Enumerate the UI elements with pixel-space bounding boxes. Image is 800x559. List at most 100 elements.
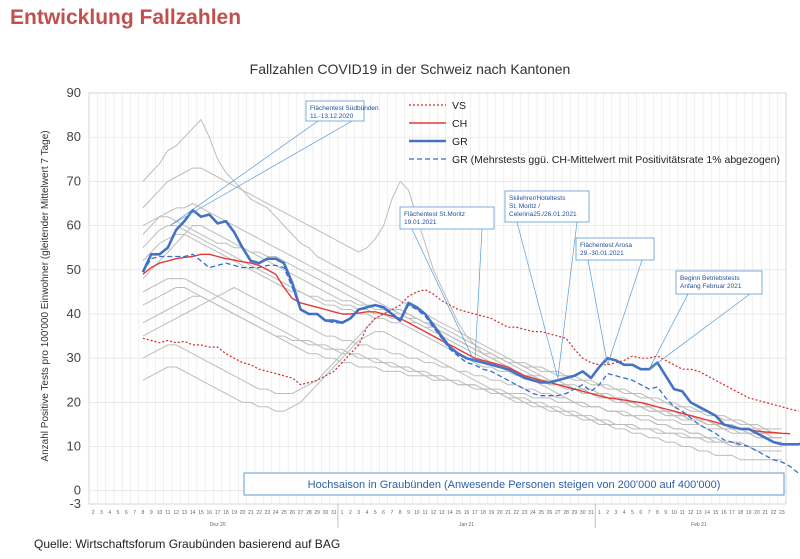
- y-tick-label: 30: [67, 350, 81, 365]
- x-tick-label: 23: [522, 510, 528, 516]
- x-tick-label: 9: [150, 510, 153, 516]
- plot-border: [88, 92, 787, 505]
- callout-pointer: [169, 120, 353, 226]
- x-tick-label: 24: [530, 510, 536, 516]
- x-tick-label: 28: [306, 510, 312, 516]
- x-tick-label: 18: [223, 510, 229, 516]
- callout-pointer: [648, 293, 751, 370]
- legend-label: CH: [452, 118, 467, 130]
- callout-text: St. Moritz /: [509, 203, 540, 210]
- x-tick-label: 7: [390, 510, 393, 516]
- x-tick-label: 30: [580, 510, 586, 516]
- x-tick-label: 11: [165, 510, 170, 516]
- month-label: Feb 21: [691, 522, 707, 528]
- x-tick-label: 25: [281, 510, 287, 516]
- callout-pointer: [169, 120, 319, 226]
- x-tick-label: 14: [447, 510, 453, 516]
- x-tick-label: 24: [273, 510, 279, 516]
- x-tick-label: 25: [538, 510, 544, 516]
- x-tick-label: 16: [207, 510, 213, 516]
- series-line-ch: [142, 253, 791, 435]
- callout-text: Flächentest Arosa: [580, 242, 632, 249]
- x-tick-label: 6: [639, 510, 642, 516]
- x-tick-label: 12: [431, 510, 437, 516]
- series-lines: [141, 119, 800, 475]
- slide-title: Entwicklung Fallzahlen: [10, 6, 242, 29]
- x-tick-label: 20: [754, 510, 760, 516]
- y-tick-label: 70: [67, 173, 81, 188]
- x-tick-label: 14: [190, 510, 196, 516]
- annotations: Flächentest Südbünden11.-13.12.2020Fläch…: [169, 100, 763, 379]
- callout-text: 29.-30.01.2021: [580, 250, 624, 257]
- x-tick-label: 8: [399, 510, 402, 516]
- x-tick-label: 19: [231, 510, 237, 516]
- callout-pointer: [411, 228, 476, 363]
- x-tick-label: 11: [680, 510, 685, 516]
- callout-text: 11.-13.12.2020: [310, 113, 354, 120]
- source-note: Quelle: Wirtschaftsforum Graubünden basi…: [34, 537, 341, 551]
- month-label: Jan 21: [459, 522, 474, 528]
- x-tick-label: 16: [721, 510, 727, 516]
- x-tick-label: 10: [671, 510, 677, 516]
- callout-text: Beginn Betriebstests: [680, 275, 740, 282]
- callout-pointer: [557, 221, 578, 379]
- legend-label: GR (Mehrstests ggü. CH-Mittelwert mit Po…: [452, 154, 780, 166]
- y-tick-label: 60: [67, 218, 81, 233]
- callout-text: Celerina25./26.01.2021: [509, 211, 577, 218]
- callout-pointer: [516, 221, 559, 379]
- x-tick-label: 9: [407, 510, 410, 516]
- x-tick-label: 19: [746, 510, 752, 516]
- x-tick-label: 11: [422, 510, 427, 516]
- x-tick-label: 13: [182, 510, 188, 516]
- y-tick-label: 0: [74, 483, 81, 498]
- x-tick-label: 8: [656, 510, 659, 516]
- x-tick-label: 10: [414, 510, 420, 516]
- x-tick-label: 6: [125, 510, 128, 516]
- x-tick-label: 17: [729, 510, 735, 516]
- x-tick-label: 4: [623, 510, 626, 516]
- x-tick-label: 20: [497, 510, 503, 516]
- x-tick-label: 3: [615, 510, 618, 516]
- series-line-canton: [142, 287, 782, 452]
- x-tick-label: 8: [142, 510, 145, 516]
- callout-box: [305, 100, 365, 122]
- banner-text: Hochsaison in Graubünden (Anwesende Pers…: [308, 479, 721, 491]
- callout-pointer: [587, 259, 608, 365]
- x-tick-label: 13: [696, 510, 702, 516]
- x-tick-label: 15: [455, 510, 461, 516]
- series-line-canton: [142, 287, 782, 447]
- x-tick-label: 9: [664, 510, 667, 516]
- legend-label: VS: [452, 100, 466, 112]
- x-tick-label: 2: [606, 510, 609, 516]
- y-tick-label: 90: [67, 85, 81, 100]
- callout-box: [399, 206, 495, 230]
- x-tick-label: 1: [598, 510, 601, 516]
- x-tick-label: 19: [489, 510, 495, 516]
- series-line-canton: [142, 167, 782, 434]
- x-tick-label: 4: [108, 510, 111, 516]
- callout-pointer: [474, 228, 483, 363]
- x-tick-label: 5: [631, 510, 634, 516]
- callout-box: [675, 270, 763, 295]
- x-tick-label: 29: [314, 510, 320, 516]
- x-tick-label: 26: [290, 510, 296, 516]
- x-tick-label: 18: [738, 510, 744, 516]
- x-tick-label: 20: [240, 510, 246, 516]
- chart-title: Fallzahlen COVID19 in der Schweiz nach K…: [250, 61, 571, 77]
- x-tick-label: 16: [464, 510, 470, 516]
- x-tick-label: 30: [323, 510, 329, 516]
- callout-text: Flächentest Südbünden: [310, 105, 379, 112]
- x-tick-label: 27: [298, 510, 304, 516]
- y-tick-label: 80: [67, 129, 81, 144]
- x-tick-label: 26: [547, 510, 553, 516]
- x-tick-label: 5: [374, 510, 377, 516]
- x-tick-label: 12: [688, 510, 694, 516]
- callout-text: 19.01.2021: [404, 219, 437, 226]
- x-tick-label: 14: [704, 510, 710, 516]
- x-tick-label: 31: [588, 510, 594, 516]
